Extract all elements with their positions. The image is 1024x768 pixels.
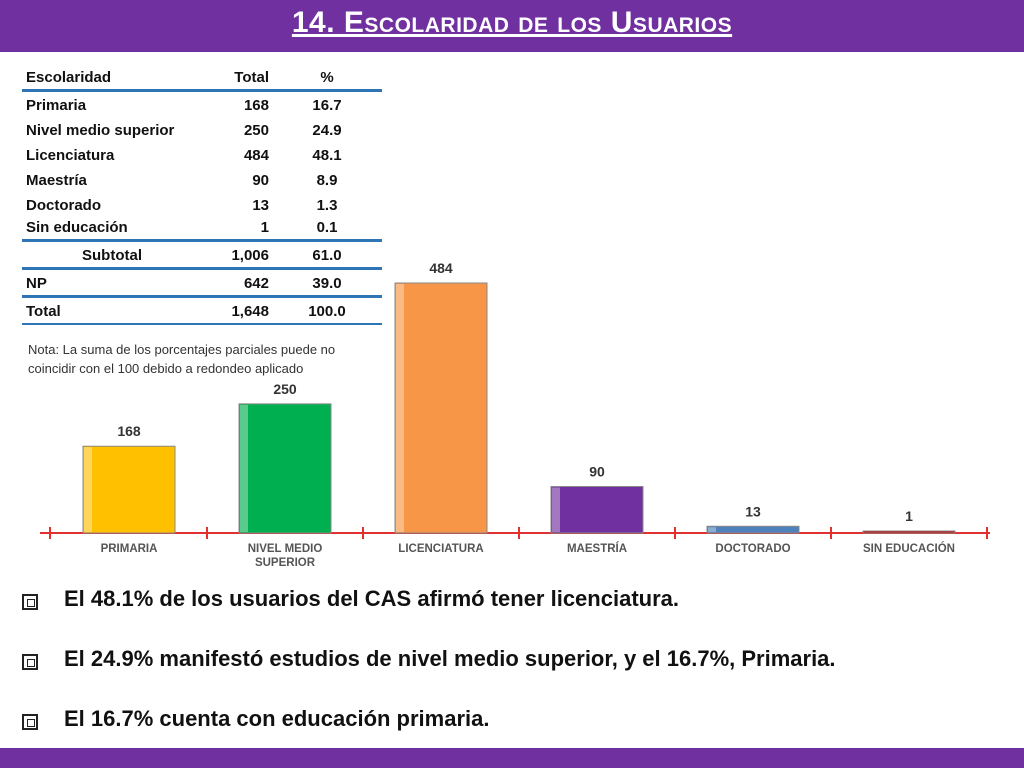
table-row: Sin educación 1 0.1 [22,217,382,239]
np-row: NP 642 39.0 [22,270,382,295]
table-rule [22,239,382,242]
table-row: Maestría 90 8.9 [22,167,382,192]
total-percent: 100.0 [308,303,346,320]
data-label: 90 [589,464,605,480]
bullet-item: El 48.1% de los usuarios del CAS afirmó … [22,586,1012,646]
bullet-item: El 24.9% manifestó estudios de nivel med… [22,646,1012,706]
row-label: Doctorado [26,197,101,214]
bar [550,486,644,534]
table-row: Nivel medio superior 250 24.9 [22,117,382,142]
table-rule [22,267,382,270]
bar [706,525,800,534]
checkbox-bullet-icon [22,654,38,670]
subtotal-label: Subtotal [82,247,142,264]
bar-highlight [396,284,404,532]
data-label: 13 [745,503,761,519]
bar-highlight [552,487,560,532]
row-label: Licenciatura [26,147,115,164]
row-label: Maestría [26,172,87,189]
subtotal-total: 1,006 [231,247,269,264]
x-tick-label: PRIMARIA [101,543,158,555]
footer-band [0,748,1024,768]
row-label: Sin educación [26,219,128,236]
bullet-list: El 48.1% de los usuarios del CAS afirmó … [22,586,1012,766]
row-percent: 8.9 [316,172,338,189]
data-label: 168 [117,423,141,439]
table-row: Doctorado 13 1.3 [22,192,382,217]
column-header-escolaridad: Escolaridad [26,69,112,86]
table-row: Primaria 168 16.7 [22,92,382,117]
row-label: Nivel medio superior [26,122,175,139]
row-total: 168 [243,97,269,114]
bar [238,403,332,534]
table-rule [22,89,382,92]
row-total: 250 [243,122,269,139]
x-tick-label: DOCTORADO [715,543,790,555]
column-header-percent: % [320,69,334,86]
row-percent: 0.1 [316,219,338,236]
x-tick-label: SIN EDUCACIÓN [863,542,955,555]
row-percent: 48.1 [312,147,342,164]
bar [394,282,488,534]
np-total: 642 [243,275,269,292]
table-header-row: Escolaridad Total % [22,64,382,89]
bar-highlight [240,404,248,532]
x-tick-label: SUPERIOR [255,557,316,569]
bullet-text: El 24.9% manifestó estudios de nivel med… [64,646,836,671]
table-rule [22,295,382,298]
bullet-text: El 48.1% de los usuarios del CAS afirmó … [64,586,679,611]
title-banner: 14. Escolaridad de los Usuarios [0,0,1024,52]
page-title: 14. Escolaridad de los Usuarios [291,6,733,39]
row-label: Primaria [26,97,87,114]
column-header-total: Total [234,69,269,86]
x-tick-label: NIVEL MEDIO [248,543,323,555]
table-row: Licenciatura 484 48.1 [22,142,382,167]
bullet-text: El 16.7% cuenta con educación primaria. [64,706,490,731]
row-total: 90 [252,172,269,189]
row-total: 484 [243,147,269,164]
np-label: NP [26,275,47,292]
data-table: Escolaridad Total % Primaria 168 16.7 Ni… [22,64,382,325]
row-percent: 1.3 [316,197,338,214]
checkbox-bullet-icon [22,594,38,610]
bar-chart: 168 PRIMARIA 250 NIVEL MEDIO SUPERIOR 484 LICE… [40,260,990,569]
x-tick-label: MAESTRÍA [567,542,627,555]
bar [82,445,176,534]
row-percent: 16.7 [312,97,342,114]
x-tick-label: LICENCIATURA [398,543,483,555]
total-total: 1,648 [231,303,269,320]
bullet-item: El 16.7% cuenta con educación primaria. [22,706,1012,766]
total-row: Total 1,648 100.0 [22,298,382,323]
subtotal-percent: 61.0 [312,247,342,264]
bar [862,530,956,534]
data-label: 1 [905,508,913,524]
table-note: Nota: La suma de los porcentajes parcial… [28,342,336,376]
data-label: 250 [273,381,297,397]
np-percent: 39.0 [312,275,342,292]
row-total: 13 [252,197,269,214]
row-total: 1 [260,219,269,236]
total-label: Total [26,303,61,320]
table-rule [22,323,382,325]
bar-highlight [84,447,92,532]
checkbox-bullet-icon [22,714,38,730]
subtotal-row: Subtotal 1,006 61.0 [22,242,382,267]
bar-highlight [708,527,716,532]
row-percent: 24.9 [312,122,342,139]
data-label: 484 [429,260,453,276]
